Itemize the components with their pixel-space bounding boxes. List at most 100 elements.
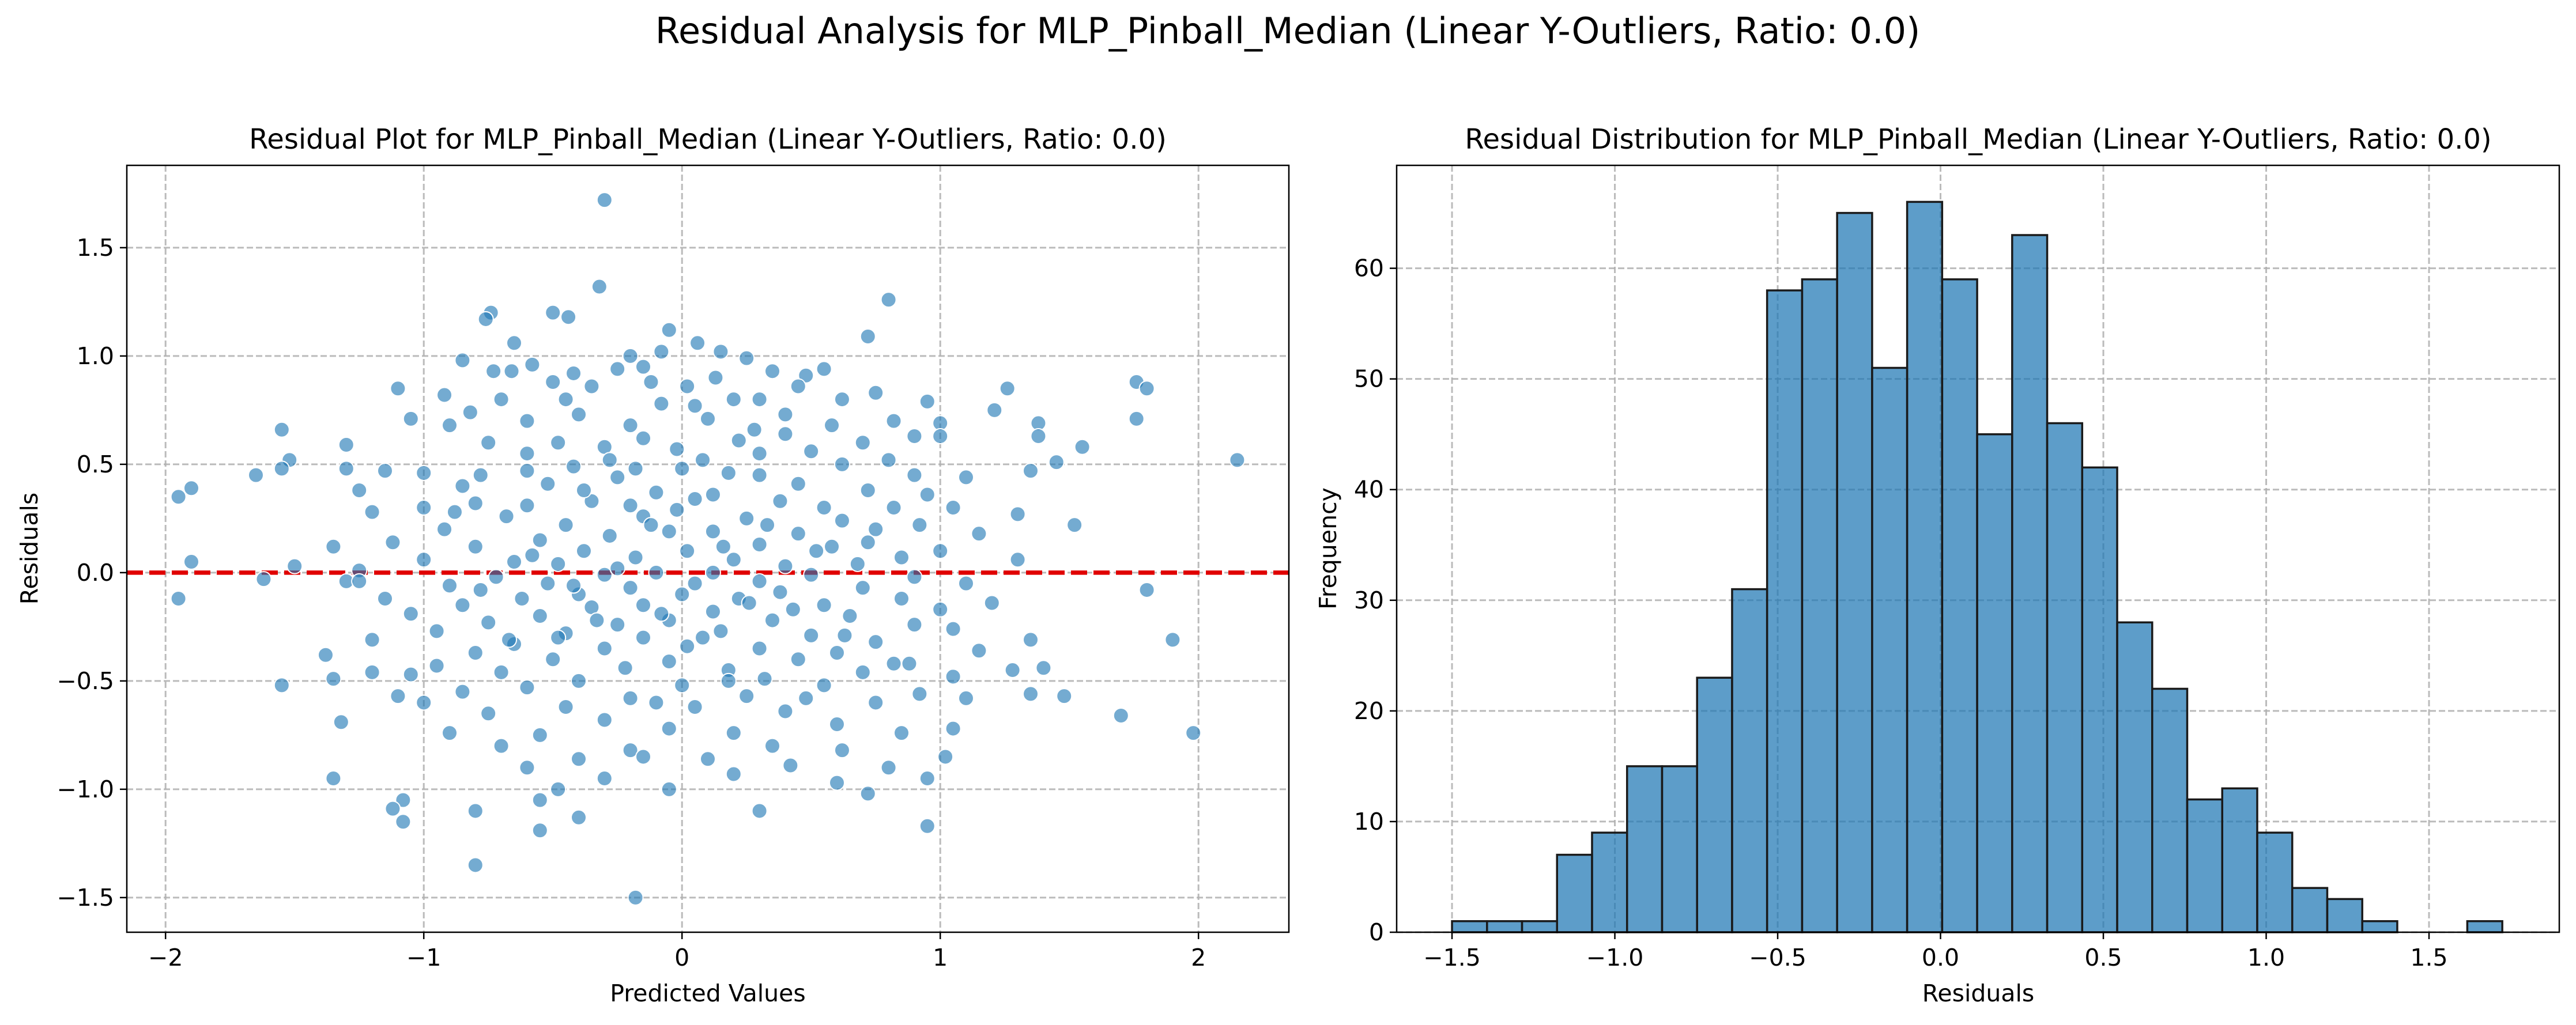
- scatter-point: [493, 391, 510, 408]
- scatter-gridlines: [127, 165, 1289, 932]
- scatter-point: [772, 584, 789, 600]
- scatter-point: [493, 664, 510, 680]
- scatter-point: [402, 606, 419, 622]
- scatter-point: [808, 543, 825, 559]
- scatter-point: [627, 889, 644, 906]
- scatter-point: [893, 725, 910, 742]
- scatter-point: [1112, 708, 1129, 724]
- scatter-point: [725, 551, 742, 568]
- scatter-point: [1164, 631, 1181, 648]
- histogram-x-tick-label: −1.5: [1423, 944, 1481, 971]
- histogram-x-tick-label: 0.0: [1922, 944, 1959, 971]
- histogram-bar: [1486, 920, 1523, 933]
- scatter-point: [622, 347, 639, 364]
- scatter-point: [829, 716, 845, 733]
- scatter-point: [816, 597, 832, 614]
- scatter-point: [571, 809, 587, 826]
- scatter-point: [1004, 662, 1021, 679]
- histogram-x-tick-label: 1.0: [2247, 944, 2285, 971]
- histogram-y-tick-label: 40: [1354, 476, 1384, 504]
- scatter-point: [756, 671, 773, 687]
- scatter-point: [454, 597, 471, 614]
- scatter-point: [545, 373, 561, 390]
- scatter-point: [859, 534, 876, 551]
- scatter-title: Residual Plot for MLP_Pinball_Median (Li…: [249, 123, 1167, 156]
- scatter-point: [442, 577, 458, 594]
- scatter-point: [751, 803, 768, 819]
- scatter-point: [1048, 454, 1065, 471]
- scatter-point: [501, 631, 518, 648]
- scatter-point: [617, 660, 633, 676]
- scatter-point: [704, 564, 721, 581]
- scatter-point: [790, 475, 806, 492]
- scatter-point: [945, 621, 961, 637]
- scatter-point: [472, 467, 489, 483]
- scatter-point: [565, 365, 582, 381]
- scatter-point: [751, 573, 768, 589]
- scatter-point: [854, 664, 871, 680]
- scatter-point: [442, 417, 458, 434]
- scatter-point: [545, 651, 561, 668]
- scatter-point: [338, 460, 354, 477]
- scatter-point: [674, 677, 691, 694]
- scatter-point: [704, 603, 721, 620]
- scatter-point: [540, 575, 556, 592]
- scatter-point: [601, 527, 618, 544]
- scatter-point: [738, 510, 755, 527]
- scatter-point: [519, 445, 535, 462]
- scatter-point: [868, 634, 884, 650]
- scatter-point: [880, 292, 897, 308]
- scatter-point: [885, 413, 902, 429]
- scatter-point: [183, 554, 199, 570]
- scatter-point: [919, 393, 936, 410]
- scatter-point: [746, 421, 763, 438]
- scatter-point: [601, 452, 618, 468]
- scatter-point: [885, 655, 902, 672]
- scatter-point: [687, 491, 703, 508]
- histogram-bar: [1556, 853, 1593, 933]
- scatter-point: [932, 543, 949, 559]
- scatter-point: [919, 486, 936, 503]
- scatter-point: [467, 538, 484, 555]
- scatter-point: [772, 493, 789, 509]
- scatter-point: [777, 406, 794, 423]
- scatter-point: [653, 343, 670, 360]
- scatter-point: [695, 629, 711, 646]
- scatter-point: [653, 606, 670, 622]
- scatter-point: [816, 677, 832, 694]
- scatter-point: [893, 590, 910, 607]
- scatter-point: [1128, 410, 1145, 427]
- scatter-point: [643, 373, 659, 390]
- histogram-x-tick-label: −1.0: [1586, 944, 1644, 971]
- scatter-point: [790, 525, 806, 542]
- scatter-point: [583, 493, 600, 509]
- scatter-point: [454, 478, 471, 494]
- scatter-x-tick-label: 2: [1191, 944, 1206, 971]
- scatter-x-tick-label: −1: [406, 944, 441, 971]
- scatter-point: [506, 335, 522, 351]
- scatter-point: [816, 361, 832, 377]
- scatter-point: [803, 627, 820, 644]
- scatter-point: [777, 426, 794, 442]
- scatter-point: [1185, 725, 1202, 742]
- scatter-point: [1138, 581, 1155, 598]
- scatter-point: [416, 500, 432, 516]
- histogram-bar: [2151, 687, 2189, 933]
- histogram-bar: [2081, 466, 2118, 933]
- histogram-bar: [1836, 211, 1873, 933]
- scatter-point: [498, 508, 515, 525]
- histogram-x-tick-label: 1.5: [2410, 944, 2447, 971]
- scatter-point: [575, 543, 592, 559]
- scatter-point: [170, 489, 187, 505]
- scatter-ticks: −2 −1 0 1 2 −1.5 −1.0 −0.5 0.0 0.5 1.0 1.5: [56, 234, 1206, 971]
- scatter-point: [416, 694, 432, 711]
- histogram-y-tick-label: 20: [1354, 697, 1384, 725]
- scatter-point: [635, 358, 651, 375]
- histogram-bar: [1731, 588, 1768, 933]
- scatter-y-tick-label: −1.0: [56, 776, 114, 803]
- scatter-point: [454, 352, 471, 369]
- scatter-point: [700, 751, 716, 767]
- scatter-point: [571, 751, 587, 767]
- scatter-point: [880, 452, 897, 468]
- residual-scatter-panel: Residual Plot for MLP_Pinball_Median (Li…: [16, 123, 1290, 1007]
